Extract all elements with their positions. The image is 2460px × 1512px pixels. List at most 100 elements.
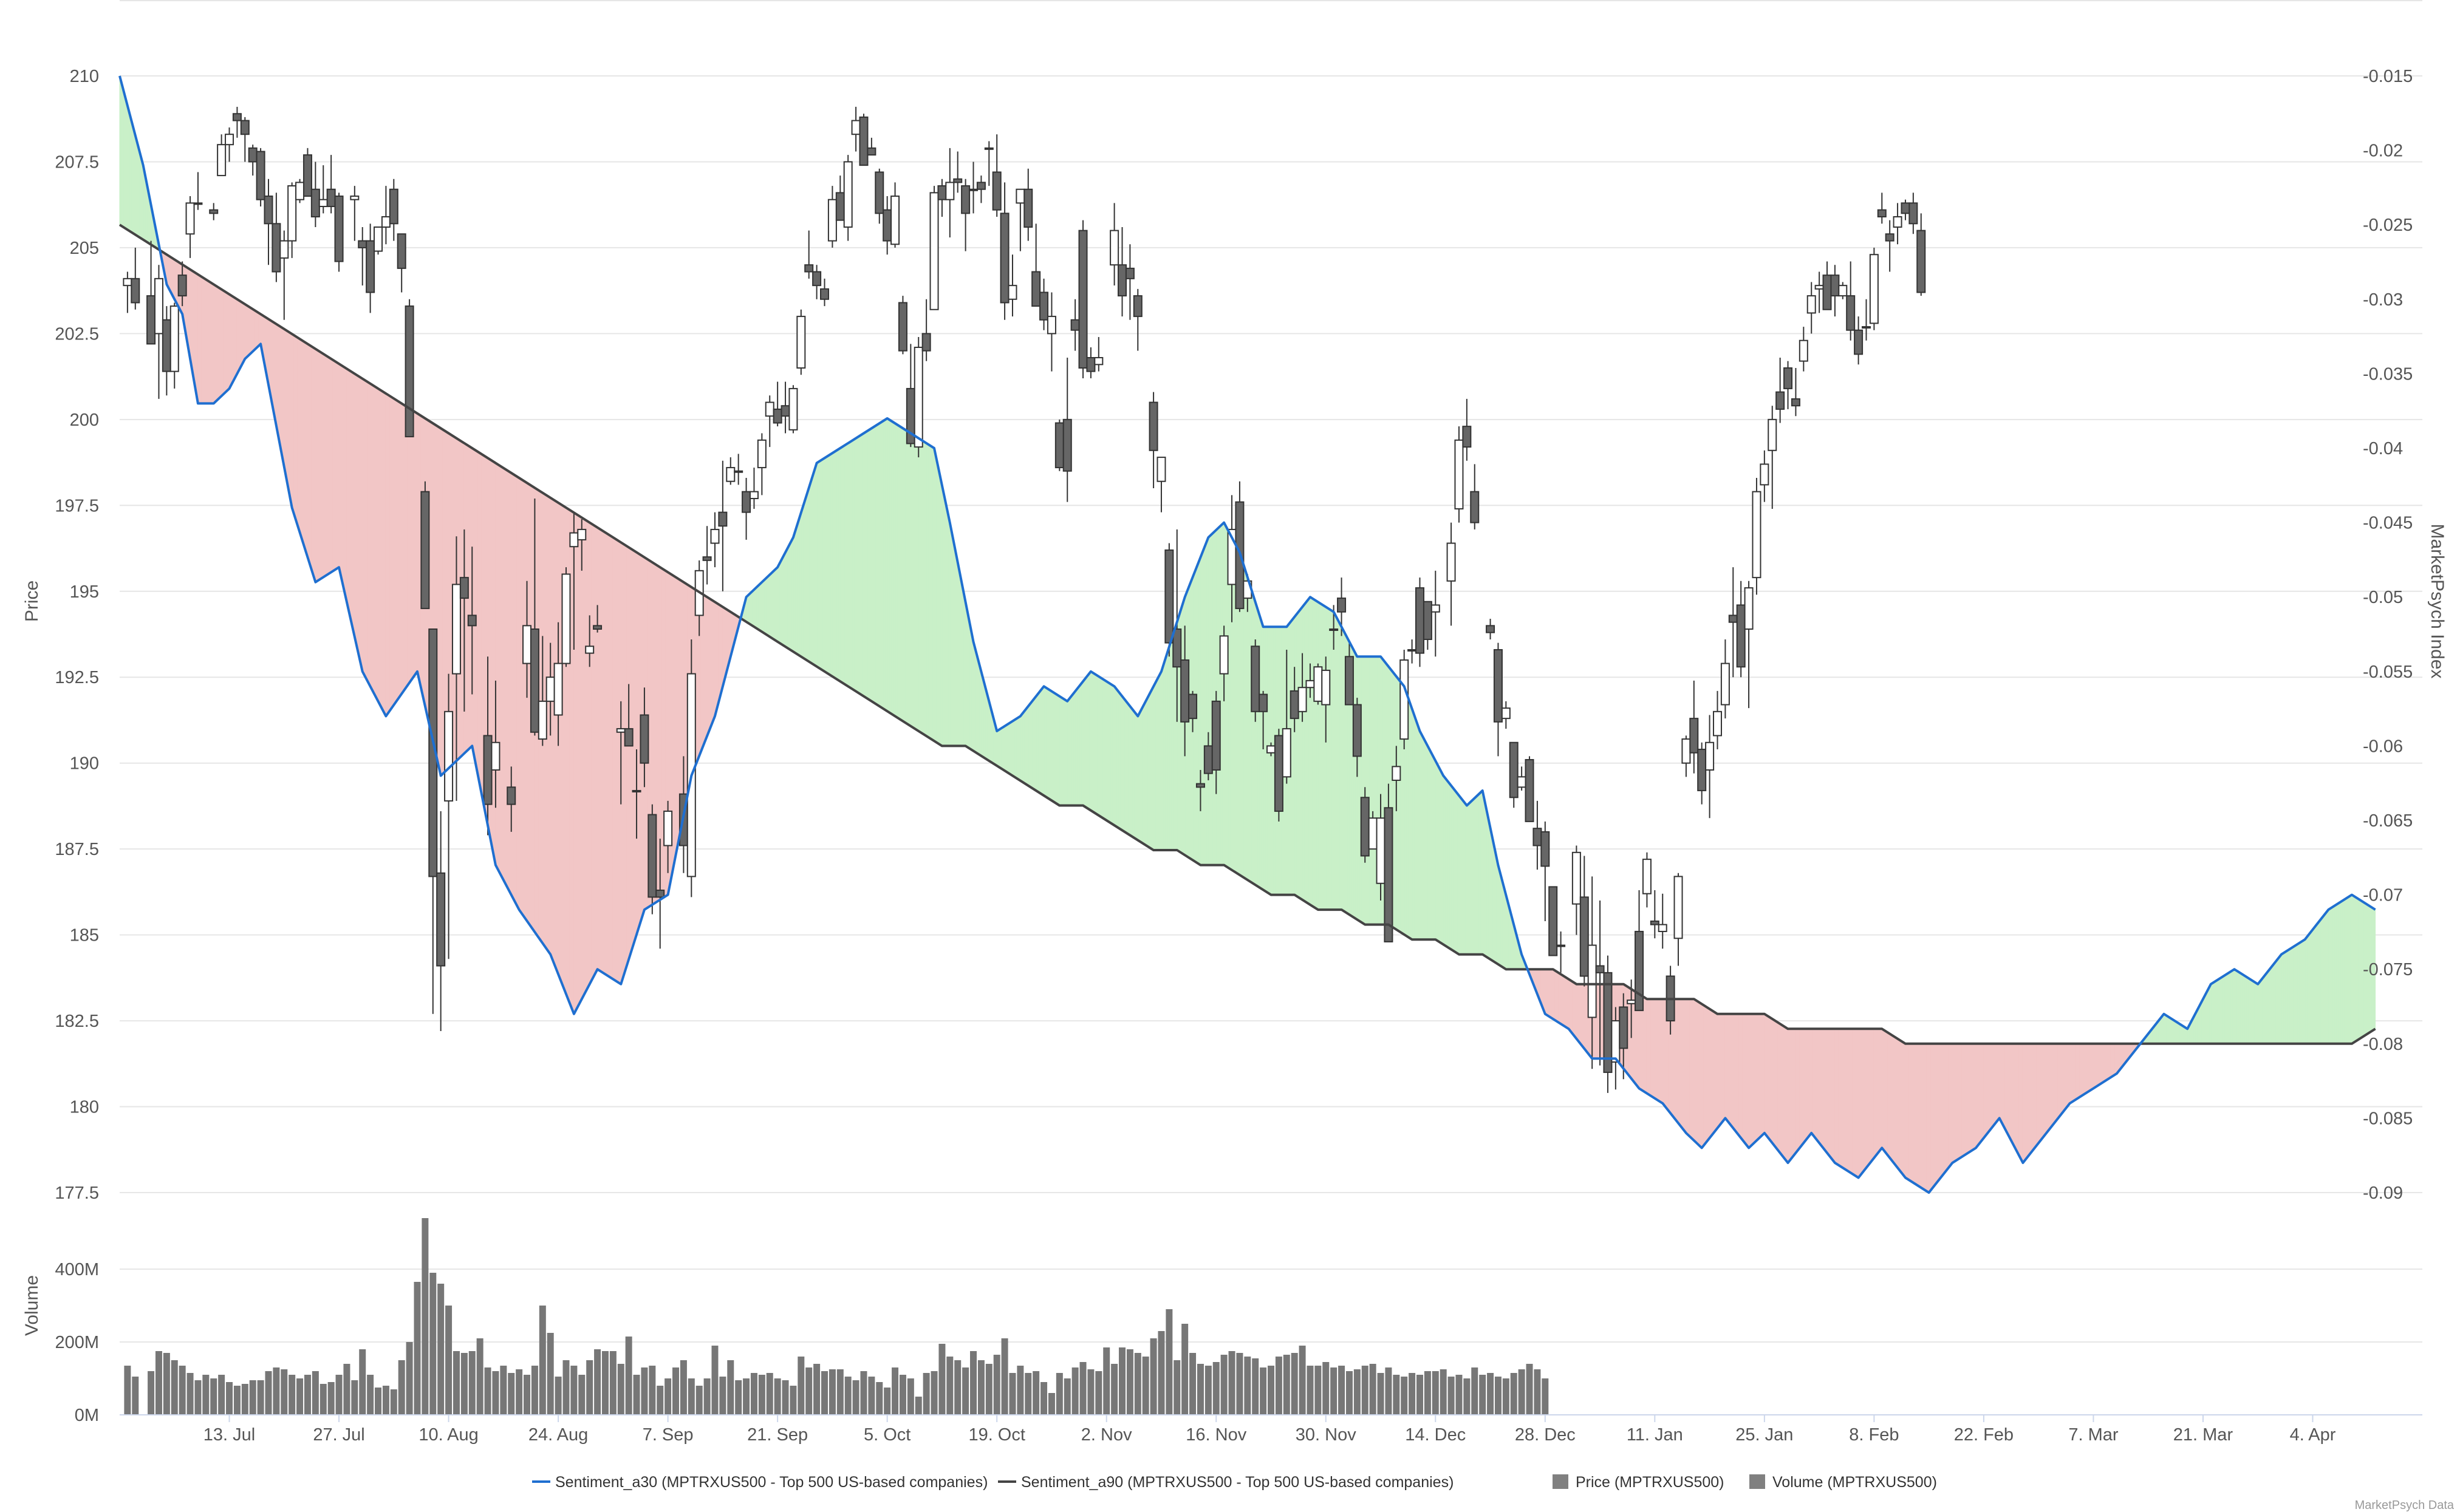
volume-bar[interactable] [1455, 1375, 1463, 1415]
volume-bar[interactable] [524, 1375, 531, 1415]
price-candle[interactable] [859, 114, 869, 166]
price-candle[interactable] [1846, 261, 1856, 341]
price-candle[interactable] [561, 567, 571, 667]
sentiment-a90-line[interactable] [118, 223, 2376, 1045]
volume-bar[interactable] [202, 1375, 210, 1415]
price-candle[interactable] [632, 749, 641, 839]
volume-bar[interactable] [1299, 1346, 1306, 1415]
price-candle[interactable] [428, 628, 438, 1014]
volume-bar[interactable] [1252, 1358, 1259, 1415]
volume-bar[interactable] [1142, 1357, 1149, 1415]
price-candle[interactable] [851, 106, 861, 152]
volume-bar[interactable] [453, 1351, 460, 1415]
price-candle[interactable] [969, 162, 979, 214]
price-candle[interactable] [734, 454, 743, 485]
volume-bar[interactable] [319, 1384, 327, 1415]
price-candle[interactable] [209, 203, 219, 220]
price-candle[interactable] [287, 182, 297, 258]
price-candle[interactable] [1070, 299, 1080, 351]
volume-bar[interactable] [695, 1386, 703, 1415]
volume-bar[interactable] [1494, 1377, 1502, 1415]
volume-bar[interactable] [343, 1364, 350, 1415]
price-candle[interactable] [1525, 756, 1534, 822]
volume-bar[interactable] [1479, 1375, 1486, 1415]
volume-bar[interactable] [727, 1360, 734, 1415]
volume-bar[interactable] [375, 1388, 382, 1415]
price-candle[interactable] [1259, 690, 1268, 750]
price-candle[interactable] [1548, 886, 1558, 956]
price-candle[interactable] [1783, 361, 1793, 409]
price-candle[interactable] [593, 605, 603, 633]
volume-bar[interactable] [1126, 1349, 1133, 1415]
volume-bar[interactable] [460, 1353, 468, 1415]
price-candle[interactable] [264, 179, 273, 265]
price-candle[interactable] [718, 460, 728, 591]
volume-bar[interactable] [774, 1378, 781, 1415]
volume-bar[interactable] [1181, 1324, 1189, 1415]
price-candle[interactable] [867, 137, 876, 156]
volume-bar[interactable] [1518, 1369, 1525, 1415]
volume-bar[interactable] [1510, 1373, 1517, 1415]
volume-bar[interactable] [1228, 1351, 1235, 1415]
volume-bar[interactable] [1189, 1353, 1197, 1415]
price-candle[interactable] [1838, 282, 1848, 299]
price-candle[interactable] [1720, 639, 1730, 719]
volume-bar[interactable] [1158, 1331, 1165, 1415]
volume-bar[interactable] [1197, 1364, 1204, 1415]
volume-bar[interactable] [946, 1357, 954, 1415]
price-candle[interactable] [742, 478, 751, 540]
price-candle[interactable] [835, 175, 845, 221]
volume-bar[interactable] [1291, 1353, 1298, 1415]
volume-bar[interactable] [390, 1389, 397, 1415]
price-candle[interactable] [1054, 419, 1064, 471]
price-candle[interactable] [577, 519, 587, 571]
price-candle[interactable] [992, 134, 1002, 217]
volume-bar[interactable] [1275, 1357, 1282, 1415]
price-candle[interactable] [1149, 392, 1158, 489]
price-candle[interactable] [1430, 570, 1440, 657]
volume-bar[interactable] [1393, 1375, 1400, 1415]
volume-bar[interactable] [296, 1378, 304, 1415]
volume-bar[interactable] [1079, 1362, 1087, 1415]
price-candle[interactable] [1360, 787, 1370, 863]
volume-bar[interactable] [1432, 1371, 1439, 1415]
price-candle[interactable] [1752, 478, 1761, 595]
volume-bar[interactable] [1017, 1366, 1024, 1415]
volume-bar[interactable] [508, 1373, 515, 1415]
volume-bar[interactable] [163, 1353, 170, 1415]
price-candle[interactable] [1517, 766, 1526, 791]
volume-bar[interactable] [194, 1380, 202, 1415]
volume-bar[interactable] [1040, 1382, 1048, 1415]
volume-bar[interactable] [265, 1371, 272, 1415]
volume-bar[interactable] [468, 1351, 476, 1415]
volume-bar[interactable] [492, 1371, 499, 1415]
price-candle[interactable] [976, 175, 986, 203]
price-candle[interactable] [1603, 955, 1613, 1093]
legend-item-a30[interactable]: Sentiment_a30 (MPTRXUS500 - Top 500 US-b… [532, 1474, 988, 1491]
volume-bar[interactable] [688, 1378, 695, 1415]
price-candle[interactable] [1854, 316, 1864, 365]
price-candle[interactable] [937, 179, 947, 217]
volume-bar[interactable] [1268, 1366, 1274, 1415]
volume-bar[interactable] [148, 1371, 155, 1415]
volume-bar[interactable] [884, 1388, 891, 1415]
volume-bar[interactable] [1416, 1375, 1423, 1415]
volume-bar[interactable] [899, 1375, 906, 1415]
volume-bar[interactable] [273, 1367, 280, 1415]
price-candle[interactable] [1313, 663, 1323, 705]
price-candle[interactable] [553, 622, 563, 746]
volume-bar[interactable] [1204, 1366, 1212, 1415]
volume-bar[interactable] [1385, 1367, 1392, 1415]
legend-item-a90[interactable]: Sentiment_a90 (MPTRXUS500 - Top 500 US-b… [998, 1474, 1454, 1491]
volume-bar[interactable] [562, 1360, 570, 1415]
volume-bar[interactable] [422, 1218, 429, 1415]
price-candle[interactable] [451, 536, 461, 801]
volume-bar[interactable] [1150, 1338, 1157, 1415]
volume-bar[interactable] [735, 1380, 742, 1415]
volume-bar[interactable] [1338, 1366, 1345, 1415]
volume-bar[interactable] [954, 1360, 962, 1415]
price-candle[interactable] [1806, 282, 1816, 334]
price-candle[interactable] [1016, 188, 1025, 251]
volume-bar[interactable] [406, 1342, 413, 1415]
price-candle[interactable] [647, 804, 657, 914]
